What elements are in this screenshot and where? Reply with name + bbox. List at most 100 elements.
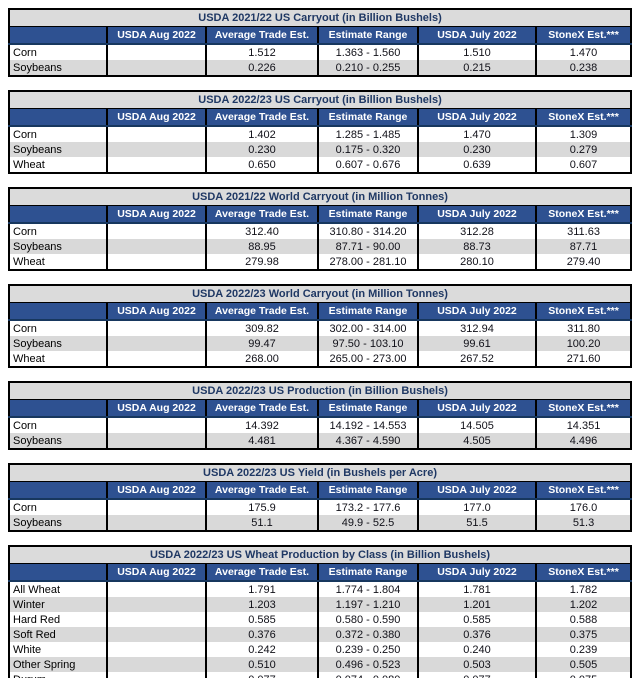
value-cell bbox=[106, 612, 206, 627]
value-cell: 0.239 - 0.250 bbox=[317, 642, 418, 657]
value-cell: 279.98 bbox=[205, 254, 318, 270]
value-cell: 49.9 - 52.5 bbox=[317, 515, 418, 531]
value-cell: 100.20 bbox=[534, 336, 632, 351]
row-label: Other Spring bbox=[13, 658, 76, 671]
value-cell: 0.607 - 0.676 bbox=[317, 157, 418, 173]
value-cell: 1.201 bbox=[417, 597, 536, 612]
value-cell bbox=[106, 336, 206, 351]
column-header: Estimate Range bbox=[317, 481, 418, 500]
column-header: USDA July 2022 bbox=[417, 205, 536, 224]
column-header: Average Trade Est. bbox=[205, 205, 318, 224]
column-header: USDA July 2022 bbox=[417, 563, 536, 582]
value-cell: 0.607 bbox=[534, 157, 632, 173]
usda-table-2: USDA 2022/23 US Carryout (in Billion Bus… bbox=[8, 90, 633, 174]
value-cell bbox=[106, 254, 206, 270]
value-cell bbox=[106, 320, 206, 336]
value-cell: 1.470 bbox=[417, 126, 536, 142]
value-cell: 311.80 bbox=[534, 320, 632, 336]
value-cell: 0.077 bbox=[205, 672, 318, 678]
value-cell: 311.63 bbox=[534, 223, 632, 239]
value-cell: 0.372 - 0.380 bbox=[317, 627, 418, 642]
value-cell: 0.230 bbox=[417, 142, 536, 157]
row-label: Durum bbox=[9, 672, 107, 678]
value-cell bbox=[106, 672, 206, 678]
value-cell: 1.774 - 1.804 bbox=[317, 581, 418, 597]
value-cell bbox=[106, 627, 206, 642]
column-header-row: USDA Aug 2022 Average Trade Est. Estimate … bbox=[9, 26, 632, 45]
table-row: Soybeans 51.1 49.9 - 52.5 51.5 51.3 bbox=[9, 515, 632, 531]
value-cell: 312.94 bbox=[417, 320, 536, 336]
value-cell: 271.60 bbox=[534, 351, 632, 367]
row-label: Corn bbox=[13, 501, 37, 514]
value-cell: 14.505 bbox=[417, 417, 536, 433]
column-header-row: USDA Aug 2022 Average Trade Est. Estimate … bbox=[9, 563, 632, 582]
value-cell: 1.309 bbox=[534, 126, 632, 142]
table-row: Corn 1.512 1.363 - 1.560 1.510 1.470 bbox=[9, 44, 632, 60]
row-label: Wheat bbox=[13, 255, 45, 268]
value-cell: 280.10 bbox=[417, 254, 536, 270]
table-row: Other Spring 0.510 0.496 - 0.523 0.503 0.505 bbox=[9, 657, 632, 672]
table-row: Soft Red 0.376 0.372 - 0.380 0.376 0.375 bbox=[9, 627, 632, 642]
row-label-column-header bbox=[9, 26, 107, 45]
table-title-row: USDA 2021/22 US Carryout (in Billion Bus… bbox=[9, 9, 632, 27]
value-cell: 99.61 bbox=[417, 336, 536, 351]
column-header: USDA July 2022 bbox=[417, 302, 536, 321]
value-cell: 1.203 bbox=[205, 597, 318, 612]
column-header: Average Trade Est. bbox=[205, 302, 318, 321]
table-row: Soybeans 99.47 97.50 - 103.10 99.61 100.20 bbox=[9, 336, 632, 351]
value-cell: 312.28 bbox=[417, 223, 536, 239]
value-cell: 1.791 bbox=[205, 581, 318, 597]
value-cell bbox=[106, 597, 206, 612]
column-header-row: USDA Aug 2022 Average Trade Est. Estimate … bbox=[9, 205, 632, 224]
value-cell: 1.197 - 1.210 bbox=[317, 597, 418, 612]
column-header: USDA July 2022 bbox=[417, 26, 536, 45]
value-cell bbox=[106, 581, 206, 597]
value-cell: 99.47 bbox=[205, 336, 318, 351]
row-label: All Wheat bbox=[13, 583, 61, 596]
column-header-row: USDA Aug 2022 Average Trade Est. Estimate … bbox=[9, 399, 632, 418]
value-cell: 0.505 bbox=[534, 657, 632, 672]
table-row: Corn 309.82 302.00 - 314.00 312.94 311.80 bbox=[9, 320, 632, 336]
value-cell bbox=[106, 657, 206, 672]
table-row: Soybeans 0.230 0.175 - 0.320 0.230 0.279 bbox=[9, 142, 632, 157]
value-cell: 51.1 bbox=[205, 515, 318, 531]
table-title: USDA 2022/23 US Carryout (in Billion Bus… bbox=[9, 91, 632, 109]
column-header: StoneX Est.*** bbox=[534, 108, 632, 127]
value-cell: 309.82 bbox=[205, 320, 318, 336]
table-row: Wheat 279.98 278.00 - 281.10 280.10 279.40 bbox=[9, 254, 632, 270]
row-label: Hard Red bbox=[13, 613, 61, 626]
value-cell: 4.505 bbox=[417, 433, 536, 449]
value-cell: 1.470 bbox=[534, 44, 632, 60]
row-label: Wheat bbox=[13, 158, 45, 171]
table-row: White 0.242 0.239 - 0.250 0.240 0.239 bbox=[9, 642, 632, 657]
value-cell: 0.075 bbox=[534, 672, 632, 678]
column-header: StoneX Est.*** bbox=[534, 399, 632, 418]
usda-table-3: USDA 2021/22 World Carryout (in Million … bbox=[8, 187, 633, 271]
column-header: Average Trade Est. bbox=[205, 108, 318, 127]
column-header: Average Trade Est. bbox=[205, 563, 318, 582]
value-cell: 4.481 bbox=[205, 433, 318, 449]
column-header: Estimate Range bbox=[317, 108, 418, 127]
value-cell: 0.376 bbox=[205, 627, 318, 642]
row-label-column-header bbox=[9, 302, 107, 321]
usda-table-5: USDA 2022/23 US Production (in Billion B… bbox=[8, 381, 633, 450]
value-cell: 1.781 bbox=[417, 581, 536, 597]
table-row: Soybeans 0.226 0.210 - 0.255 0.215 0.238 bbox=[9, 60, 632, 76]
value-cell: 14.351 bbox=[534, 417, 632, 433]
column-header: StoneX Est.*** bbox=[534, 302, 632, 321]
value-cell bbox=[106, 433, 206, 449]
usda-table-7: USDA 2022/23 US Wheat Production by Clas… bbox=[8, 545, 633, 678]
value-cell: 0.077 bbox=[417, 672, 536, 678]
value-cell: 0.376 bbox=[417, 627, 536, 642]
value-cell: 0.226 bbox=[205, 60, 318, 76]
value-cell bbox=[106, 239, 206, 254]
row-label: Corn bbox=[13, 225, 37, 238]
row-label: Soybeans bbox=[13, 337, 62, 350]
column-header-row: USDA Aug 2022 Average Trade Est. Estimate … bbox=[9, 481, 632, 500]
value-cell: 173.2 - 177.6 bbox=[317, 499, 418, 515]
column-header: Average Trade Est. bbox=[205, 481, 318, 500]
value-cell: 0.279 bbox=[534, 142, 632, 157]
table-row: Corn 1.402 1.285 - 1.485 1.470 1.309 bbox=[9, 126, 632, 142]
value-cell bbox=[106, 223, 206, 239]
column-header: USDA July 2022 bbox=[417, 399, 536, 418]
